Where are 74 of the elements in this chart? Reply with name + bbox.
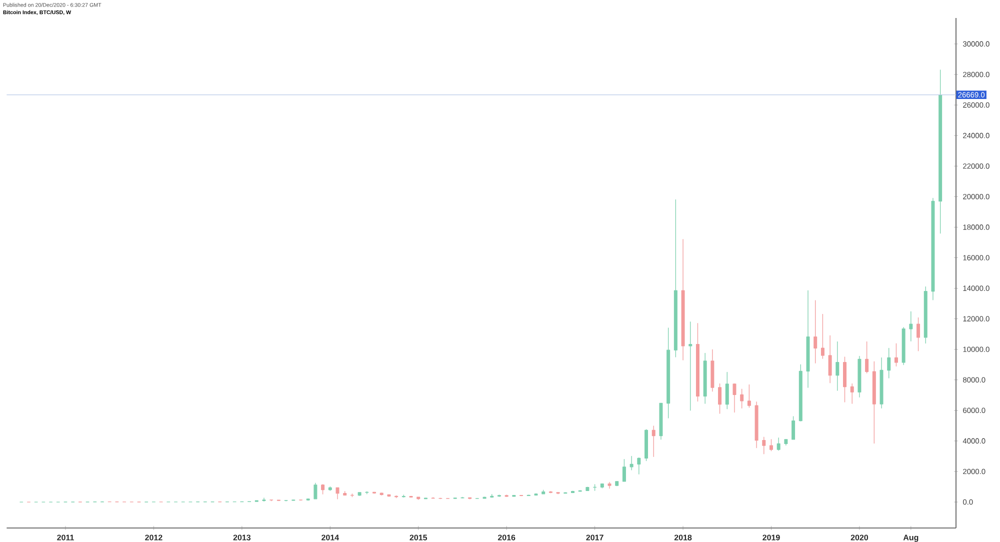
candlestick [843, 356, 847, 402]
candlestick [336, 487, 340, 500]
candlestick [931, 198, 935, 300]
candlestick [814, 300, 818, 364]
candlestick [674, 199, 678, 358]
candlestick [571, 490, 574, 494]
candlestick [718, 383, 722, 414]
candlestick [792, 416, 796, 440]
candlestick [894, 343, 898, 366]
candlestick [630, 456, 634, 470]
candlestick [666, 328, 670, 418]
candlestick [402, 494, 406, 498]
candlestick [880, 357, 884, 408]
candlestick [416, 496, 420, 500]
candlestick [608, 482, 612, 489]
candlestick [806, 290, 810, 388]
candlestick [703, 352, 707, 404]
candlestick [314, 482, 318, 500]
x-tick-label: 2013 [233, 534, 251, 540]
candlestick [916, 317, 920, 352]
candlestick [262, 498, 266, 502]
candlestick [828, 335, 832, 384]
candlestick [681, 239, 685, 360]
candlestick [902, 327, 906, 366]
candlestick [600, 483, 604, 488]
x-tick-label: 2014 [322, 534, 340, 540]
candlestick [887, 348, 891, 378]
candlestick [321, 484, 325, 494]
candlestick [497, 494, 501, 498]
candlestick [380, 492, 384, 496]
candlestick [836, 341, 840, 391]
candlestick [615, 481, 619, 486]
candlestick [769, 439, 773, 452]
candlestick [754, 402, 758, 448]
candlestick [747, 384, 751, 408]
candlestick [776, 438, 780, 451]
candlestick [710, 349, 714, 392]
candlestick [696, 323, 700, 402]
candlestick [586, 486, 590, 492]
candlestick [909, 311, 913, 342]
x-tick-label: 2019 [762, 534, 780, 540]
candlestick [798, 364, 802, 422]
x-tick-label: 2015 [410, 534, 428, 540]
candlestick [872, 361, 876, 444]
candlestick [542, 490, 546, 494]
candlestick [644, 429, 648, 462]
x-tick-label: 2017 [586, 534, 604, 540]
x-tick-label: 2011 [57, 534, 74, 540]
candlestick [850, 383, 854, 404]
candlestick [659, 402, 663, 440]
candlestick [740, 388, 744, 408]
candlestick [637, 457, 641, 474]
x-tick-label: 2020 [850, 534, 868, 540]
x-tick-label: 2018 [674, 534, 692, 540]
candlestick [725, 372, 729, 410]
candlestick [328, 486, 332, 491]
candlestick [784, 439, 788, 446]
candlestick [732, 383, 736, 413]
candlestick [924, 286, 928, 344]
candlestick [762, 436, 766, 454]
candlestick [490, 494, 494, 498]
candlestick [938, 70, 942, 234]
candlestick [358, 492, 362, 496]
candlestick [858, 356, 862, 398]
x-tick-label: 2012 [145, 534, 162, 540]
x-tick-label: Aug [903, 534, 918, 542]
x-tick-label: 2016 [498, 534, 516, 540]
candlestick [865, 341, 869, 374]
candlestick [534, 493, 538, 496]
candlestick [622, 458, 626, 482]
candlestick [504, 494, 508, 498]
candlestick [306, 498, 310, 501]
candlestick [387, 494, 391, 497]
candlestick [343, 491, 347, 496]
